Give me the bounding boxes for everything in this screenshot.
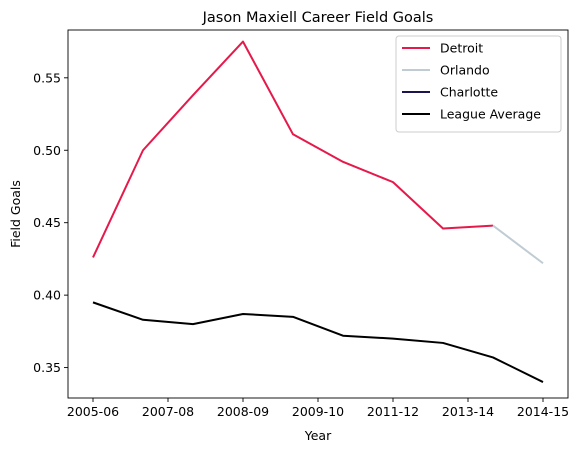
x-tick-label: 2013-14 [442, 404, 494, 419]
legend: Detroit Orlando Charlotte League Average [396, 36, 561, 132]
legend-label: League Average [440, 107, 541, 122]
x-axis: 2005-06 2007-08 2008-09 2009-10 2011-12 2013-… [67, 398, 569, 419]
legend-label: Orlando [440, 63, 490, 78]
x-tick-label: 2014-15 [517, 404, 569, 419]
x-tick-label: 2009-10 [292, 404, 344, 419]
x-tick-label: 2011-12 [367, 404, 419, 419]
x-tick-label: 2007-08 [142, 404, 194, 419]
x-tick-label: 2005-06 [67, 404, 119, 419]
y-tick-label: 0.50 [33, 143, 61, 158]
series-line-3 [93, 302, 543, 382]
x-axis-title: Year [304, 428, 332, 443]
series-line-1 [493, 226, 543, 264]
legend-label: Detroit [440, 41, 483, 56]
y-tick-label: 0.55 [33, 70, 61, 85]
y-axis: 0.35 0.40 0.45 0.50 0.55 [33, 70, 68, 375]
x-tick-label: 2008-09 [217, 404, 269, 419]
y-tick-label: 0.35 [33, 360, 61, 375]
y-tick-label: 0.45 [33, 215, 61, 230]
y-tick-label: 0.40 [33, 288, 61, 303]
chart-title: Jason Maxiell Career Field Goals [202, 10, 434, 26]
legend-label: Charlotte [440, 85, 498, 100]
y-axis-title: Field Goals [8, 180, 23, 248]
